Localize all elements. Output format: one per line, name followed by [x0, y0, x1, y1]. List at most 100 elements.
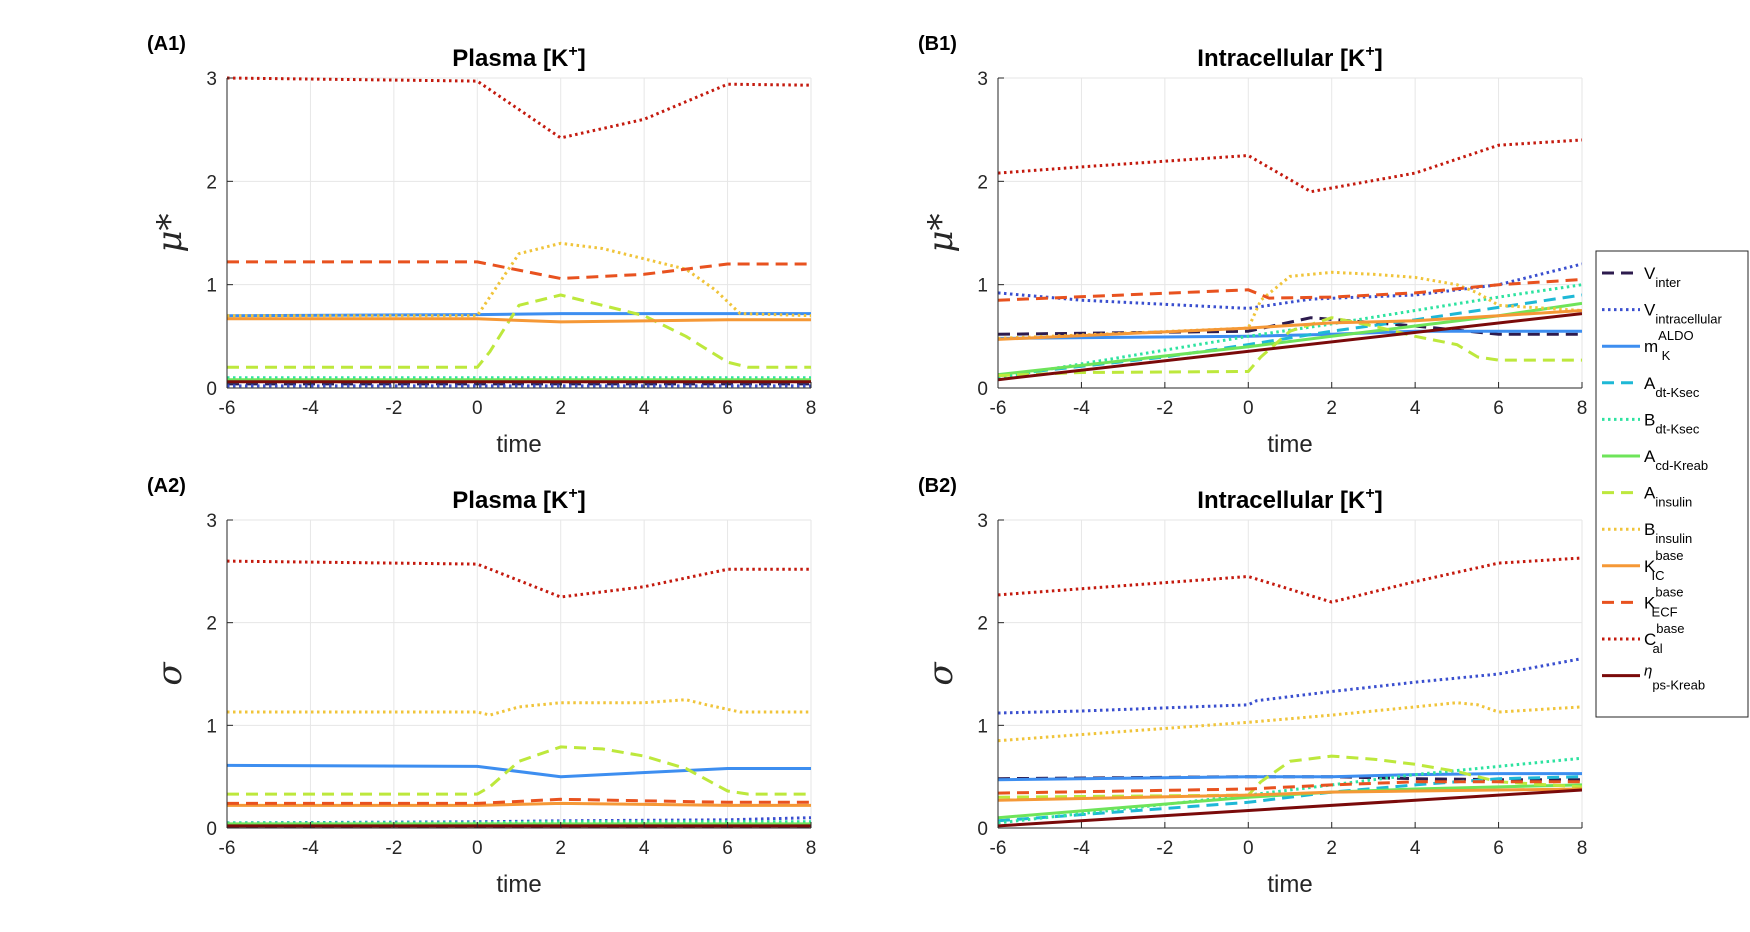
legend-label: Ainsulin	[1644, 484, 1692, 510]
legend-entry: Vintracellular	[1602, 301, 1722, 327]
panel-label: (A1)	[147, 33, 186, 55]
legend-label: Vinter	[1644, 264, 1681, 290]
legend-entry: ηps-Kreab	[1602, 663, 1705, 693]
chart-panel: -6 -4 -2 0 2 4 6 8 0 1 2 3 time σ Intracellular [K+] (B…	[918, 475, 1587, 898]
legend-sub: dt-Ksec	[1655, 421, 1700, 436]
x-tick-label: 2	[1326, 398, 1337, 419]
chart-title-end: ]	[578, 487, 586, 514]
chart-title-sup: +	[1365, 43, 1374, 60]
legend-base: η	[1644, 663, 1652, 680]
series-line-m_K_ALDO	[227, 763, 811, 779]
legend-base: V	[1644, 301, 1656, 320]
series-group	[998, 138, 1582, 382]
legend-entry: Ainsulin	[1602, 484, 1692, 510]
legend-label: mALDO K	[1644, 328, 1694, 363]
y-tick-label: 1	[206, 276, 217, 297]
x-tick-label: -2	[1156, 838, 1173, 859]
x-tick-label: -6	[990, 398, 1007, 419]
x-tick-label: 8	[1577, 838, 1588, 859]
y-axis-label: σ	[921, 662, 961, 686]
chart-title: Intracellular [K+]	[1197, 485, 1382, 514]
x-tick-label: 0	[1243, 838, 1254, 859]
series-line-A_insulin	[227, 745, 811, 796]
series-line-B_dt_Ksec	[227, 820, 811, 825]
series-line-C_al_base	[998, 556, 1582, 604]
chart-panel: -6 -4 -2 0 2 4 6 8 0 1 2 3 time σ Plasma [K+] (A2)	[147, 475, 816, 898]
x-tick-label: -6	[219, 838, 236, 859]
series-line-eta_ps_Kreab	[998, 788, 1582, 828]
panel-label: (A2)	[147, 475, 186, 497]
x-tick-label: -2	[385, 838, 402, 859]
y-tick-label: 3	[206, 511, 217, 532]
legend-entry: Kbase ECF	[1602, 584, 1684, 619]
series-line-B_dt_Ksec	[998, 756, 1582, 825]
legend-label: Kbase IC	[1644, 548, 1684, 583]
x-axis-label: time	[1267, 871, 1312, 898]
chart-title-end: ]	[1375, 487, 1383, 514]
y-tick-label: 1	[206, 716, 217, 737]
chart-title-sup: +	[568, 485, 577, 502]
x-tick-label: 0	[1243, 398, 1254, 419]
legend-label: Cbase al	[1644, 621, 1684, 656]
legend-entry: Adt-Ksec	[1602, 374, 1700, 400]
legend-label: Acd-Kreab	[1644, 447, 1708, 473]
x-tick-label: -2	[385, 398, 402, 419]
x-tick-label: 2	[1326, 838, 1337, 859]
x-tick-label: -6	[990, 838, 1007, 859]
legend-label: Bdt-Ksec	[1644, 410, 1700, 436]
legend-sup: base	[1655, 548, 1683, 563]
series-line-K_ECF_base	[998, 278, 1582, 302]
y-tick-label: 2	[977, 172, 988, 193]
series-line-m_K_ALDO	[998, 772, 1582, 782]
chart-title-text: Plasma [K	[452, 487, 569, 514]
series-line-K_ECF_base	[227, 260, 811, 280]
x-tick-label: 2	[555, 398, 566, 419]
x-tick-label: 4	[1410, 398, 1421, 419]
legend-base: A	[1644, 374, 1656, 393]
y-tick-label: 0	[977, 379, 988, 400]
legend-label: Binsulin	[1644, 520, 1692, 546]
legend-label: Vintracellular	[1644, 301, 1722, 327]
x-tick-label: 4	[639, 398, 650, 419]
series-line-B_insulin	[998, 270, 1582, 340]
chart-panel: -6 -4 -2 0 2 4 6 8 0 1 2 3 time μ* Intracellular [K+] (…	[918, 33, 1587, 458]
series-line-B_dt_Ksec	[998, 283, 1582, 380]
legend-sub: K	[1662, 348, 1671, 363]
chart-title-end: ]	[578, 45, 586, 72]
series-line-B_insulin	[998, 701, 1582, 743]
series-line-K_IC_base	[227, 801, 811, 807]
series-line-eta_ps_Kreab	[998, 312, 1582, 382]
chart-title-text: Intracellular [K	[1197, 45, 1366, 72]
x-tick-label: -4	[302, 838, 319, 859]
legend-base: A	[1644, 447, 1656, 466]
series-line-B_insulin	[227, 241, 811, 318]
chart-title-sup: +	[1365, 485, 1374, 502]
x-tick-label: 4	[639, 838, 650, 859]
x-tick-label: 8	[806, 838, 817, 859]
y-axis-label: σ	[150, 662, 190, 686]
legend-sub: cd-Kreab	[1655, 458, 1708, 473]
y-tick-label: 1	[977, 716, 988, 737]
legend-base: A	[1644, 484, 1656, 503]
panel-label: (B2)	[918, 475, 957, 497]
chart-title-text: Plasma [K	[452, 45, 569, 72]
legend-label: Kbase ECF	[1644, 584, 1684, 619]
series-line-A_insulin	[998, 754, 1582, 799]
y-axis-label: μ*	[150, 213, 190, 252]
series-line-m_K_ALDO	[998, 329, 1582, 340]
x-tick-label: 0	[472, 838, 483, 859]
chart-title-text: Intracellular [K	[1197, 487, 1366, 514]
legend-entry: mALDO K	[1602, 328, 1694, 363]
legend-sub: ECF	[1652, 604, 1678, 619]
x-tick-label: -2	[1156, 398, 1173, 419]
legend-entry: Binsulin	[1602, 520, 1692, 546]
legend-entry: Cbase al	[1602, 621, 1684, 656]
series-line-A_insulin	[227, 293, 811, 369]
x-tick-label: 6	[1493, 838, 1504, 859]
y-tick-label: 0	[206, 379, 217, 400]
legend-entry: Vinter	[1602, 264, 1681, 290]
x-tick-label: -6	[219, 398, 236, 419]
legend-entry: Bdt-Ksec	[1602, 410, 1700, 436]
